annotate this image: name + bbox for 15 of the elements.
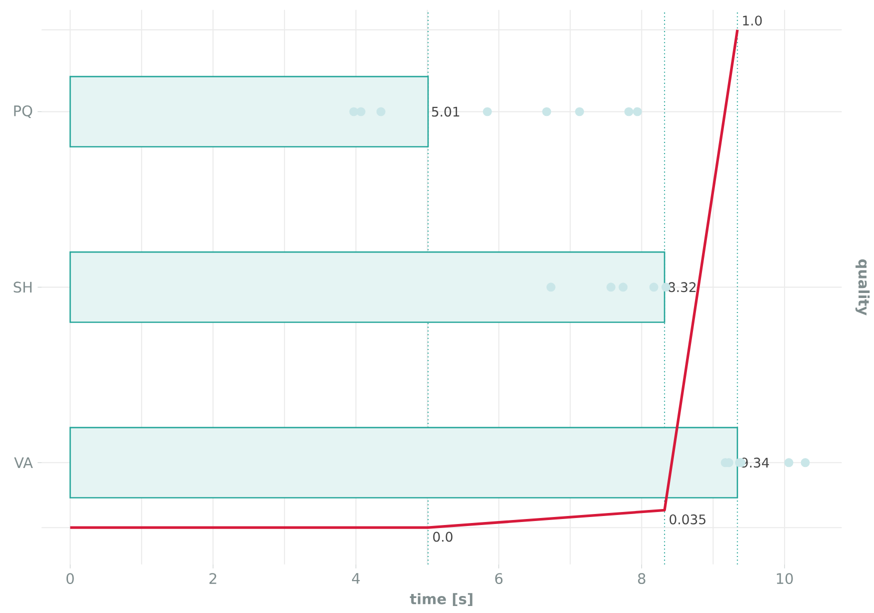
data-label: 0.0 [433,532,452,542]
x-tick-label: 4 [352,573,360,584]
y-tick-label: PQ [14,105,32,118]
y-tick-label: SH [14,282,32,293]
x-axis-title: time [s] [410,593,472,606]
data-label: 5.01 [432,106,460,117]
data-label: 1.0 [743,16,762,26]
y-axis-title: quality [855,259,870,316]
x-tick-label: 10 [776,573,793,584]
data-label: 0.035 [670,514,706,524]
x-tick-label: 2 [209,573,216,584]
x-tick-label: 8 [638,573,646,584]
x-tick-label: 6 [495,573,503,584]
x-tick-label: 0 [66,573,74,584]
y-tick-label: VA [14,457,33,468]
